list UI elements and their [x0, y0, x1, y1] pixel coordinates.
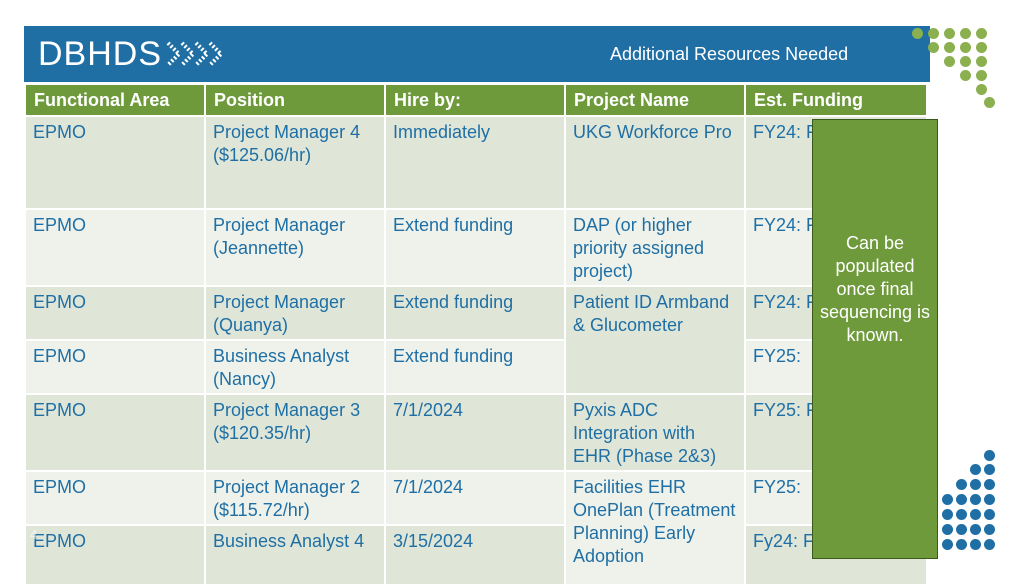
cell-area: EPMO — [24, 285, 206, 341]
cell-area: EPMO — [24, 208, 206, 287]
page-number: 4 — [30, 527, 38, 542]
table-header-row: Functional Area Position Hire by: Projec… — [24, 83, 928, 117]
chevron-logo-icon — [166, 40, 224, 68]
cell-hire-by: Extend funding — [384, 208, 566, 287]
cell-position: Project Manager 2 ($115.72/hr) — [204, 470, 386, 526]
resources-table: Functional Area Position Hire by: Projec… — [24, 83, 928, 586]
header-banner-fold — [884, 26, 930, 82]
table-row: EPMO Project Manager 2 ($115.72/hr) 7/1/… — [24, 470, 928, 586]
cell-position: Project Manager 4 ($125.06/hr) — [204, 115, 386, 210]
header-est-funding: Est. Funding — [744, 83, 928, 117]
header-position: Position — [204, 83, 386, 117]
cell-project: Pyxis ADC Integration with EHR (Phase 2&… — [564, 393, 746, 472]
cell-area: EPMO — [24, 339, 206, 395]
cell-project: UKG Workforce Pro — [564, 115, 746, 210]
cell-position: Business Analyst 4 — [204, 524, 386, 586]
cell-area: EPMO — [24, 393, 206, 472]
cell-project: Patient ID Armband & Glucometer — [564, 285, 746, 395]
table-row: EPMO Business Analyst 4 3/15/2024 Fy24: … — [24, 524, 928, 586]
cell-hire-by: Extend funding — [384, 339, 566, 395]
header-banner — [24, 26, 930, 82]
cell-hire-by: 7/1/2024 — [384, 470, 566, 526]
table-row: EPMO Project Manager (Quanya) Extend fun… — [24, 285, 928, 395]
cell-area: EPMO — [24, 115, 206, 210]
cell-hire-by: 3/15/2024 — [384, 524, 566, 586]
table-row: EPMO Project Manager (Jeannette) Extend … — [24, 208, 928, 287]
dbhds-logo: DBHDS — [38, 34, 224, 73]
cell-area: EPMO — [24, 470, 206, 526]
cell-position: Project Manager (Quanya) — [204, 285, 386, 341]
table-row: EPMO Business Analyst (Nancy) Extend fun… — [24, 339, 928, 395]
cell-position: Business Analyst (Nancy) — [204, 339, 386, 395]
sequencing-note-box: Can be populated once final sequencing i… — [812, 119, 938, 559]
header-project-name: Project Name — [564, 83, 746, 117]
sequencing-note-text: Can be populated once final sequencing i… — [819, 232, 931, 345]
cell-position: Project Manager (Jeannette) — [204, 208, 386, 287]
page-title: Additional Resources Needed — [610, 44, 849, 64]
cell-hire-by: 7/1/2024 — [384, 393, 566, 472]
cell-hire-by: Immediately — [384, 115, 566, 210]
header-functional-area: Functional Area — [24, 83, 206, 117]
logo-text: DBHDS — [38, 34, 163, 73]
table-row: EPMO Project Manager 3 ($120.35/hr) 7/1/… — [24, 393, 928, 472]
cell-position: Project Manager 3 ($120.35/hr) — [204, 393, 386, 472]
cell-project: Facilities EHR OnePlan (Treatment Planni… — [564, 470, 746, 586]
cell-project: DAP (or higher priority assigned project… — [564, 208, 746, 287]
table-row: EPMO Project Manager 4 ($125.06/hr) Imme… — [24, 115, 928, 210]
cell-area: EPMO — [24, 524, 206, 586]
header-hire-by: Hire by: — [384, 83, 566, 117]
cell-hire-by: Extend funding — [384, 285, 566, 341]
